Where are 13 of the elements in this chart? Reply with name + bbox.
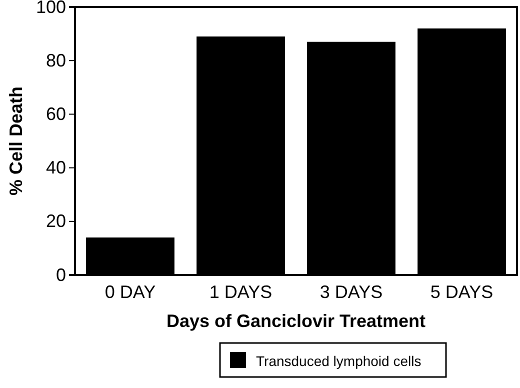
y-tick-label: 80	[46, 50, 66, 70]
y-tick-label: 60	[46, 104, 66, 124]
y-tick-label: 40	[46, 158, 66, 178]
x-tick-label: 3 DAYS	[320, 282, 383, 302]
legend-label: Transduced lymphoid cells	[256, 353, 422, 369]
x-tick-label: 1 DAYS	[209, 282, 272, 302]
x-axis-title: Days of Ganciclovir Treatment	[166, 311, 426, 331]
y-tick-label: 100	[36, 0, 66, 17]
y-tick-label: 0	[56, 264, 66, 285]
y-tick-label: 20	[46, 211, 66, 232]
y-axis-title: % Cell Death	[6, 86, 26, 196]
x-tick-label: 5 DAYS	[430, 282, 494, 302]
x-tick-label: 0 DAY	[104, 282, 156, 302]
